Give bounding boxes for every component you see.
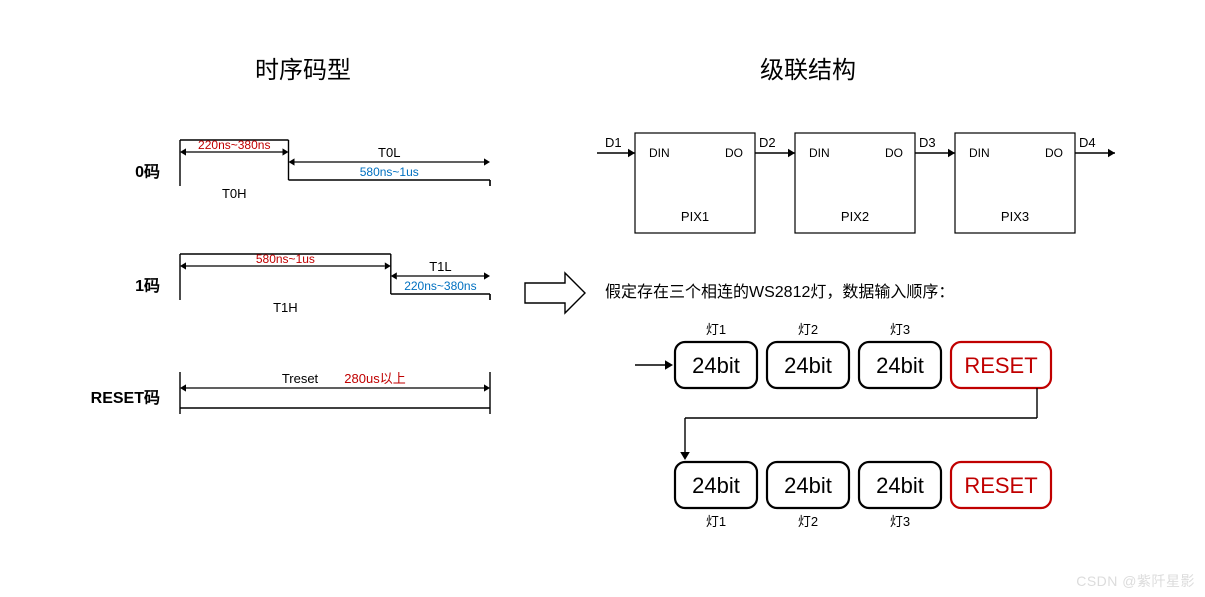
svg-text:T0L: T0L <box>378 145 400 160</box>
svg-text:PIX1: PIX1 <box>681 209 709 224</box>
svg-text:280us以上: 280us以上 <box>344 371 405 386</box>
svg-text:DO: DO <box>1045 146 1063 160</box>
svg-text:灯3: 灯3 <box>890 514 910 529</box>
right-arrow-icon <box>520 268 590 318</box>
svg-text:灯2: 灯2 <box>798 322 818 337</box>
svg-text:DIN: DIN <box>809 146 830 160</box>
svg-text:RESET: RESET <box>964 353 1037 378</box>
timing-diagram: 220ns~380ns T0H T0L 580ns~1us 580ns~1us T1H T1… <box>175 130 515 450</box>
svg-text:RESET: RESET <box>964 473 1037 498</box>
svg-text:580ns~1us: 580ns~1us <box>256 252 315 266</box>
svg-text:PIX2: PIX2 <box>841 209 869 224</box>
svg-text:24bit: 24bit <box>784 353 832 378</box>
svg-text:580ns~1us: 580ns~1us <box>360 165 419 179</box>
svg-text:T1H: T1H <box>273 300 298 315</box>
svg-text:24bit: 24bit <box>784 473 832 498</box>
svg-text:灯2: 灯2 <box>798 514 818 529</box>
svg-text:T0H: T0H <box>222 186 247 201</box>
stream-caption: 假定存在三个相连的WS2812灯，数据输入顺序： <box>605 278 954 302</box>
svg-text:24bit: 24bit <box>692 353 740 378</box>
label-code1: 1码 <box>60 272 160 296</box>
svg-text:24bit: 24bit <box>692 473 740 498</box>
svg-text:T1L: T1L <box>429 259 451 274</box>
cascade-diagram: D1 DIN DO PIX1 D2 DIN DO PIX2 D3 DIN DO PIX3 D4 <box>595 115 1155 255</box>
svg-text:DO: DO <box>885 146 903 160</box>
svg-text:24bit: 24bit <box>876 353 924 378</box>
left-title: 时序码型 <box>255 50 351 85</box>
label-code0: 0码 <box>60 158 160 182</box>
svg-text:灯1: 灯1 <box>706 514 726 529</box>
svg-text:D2: D2 <box>759 135 776 150</box>
data-stream-diagram: 24bit 灯1 24bit 灯2 24bit 灯3 RESET 24bit 灯1 24bit 灯2… <box>605 310 1165 570</box>
svg-text:24bit: 24bit <box>876 473 924 498</box>
watermark: CSDN @紫阡星影 <box>1076 571 1195 591</box>
svg-text:Treset: Treset <box>282 371 319 386</box>
svg-text:220ns~380ns: 220ns~380ns <box>198 138 270 152</box>
svg-text:D3: D3 <box>919 135 936 150</box>
svg-text:DIN: DIN <box>649 146 670 160</box>
svg-text:220ns~380ns: 220ns~380ns <box>404 279 476 293</box>
svg-text:DO: DO <box>725 146 743 160</box>
svg-text:灯1: 灯1 <box>706 322 726 337</box>
label-reset: RESET码 <box>60 384 160 408</box>
svg-text:灯3: 灯3 <box>890 322 910 337</box>
svg-text:D4: D4 <box>1079 135 1096 150</box>
svg-text:D1: D1 <box>605 135 622 150</box>
right-title: 级联结构 <box>760 50 856 85</box>
svg-text:DIN: DIN <box>969 146 990 160</box>
svg-text:PIX3: PIX3 <box>1001 209 1029 224</box>
